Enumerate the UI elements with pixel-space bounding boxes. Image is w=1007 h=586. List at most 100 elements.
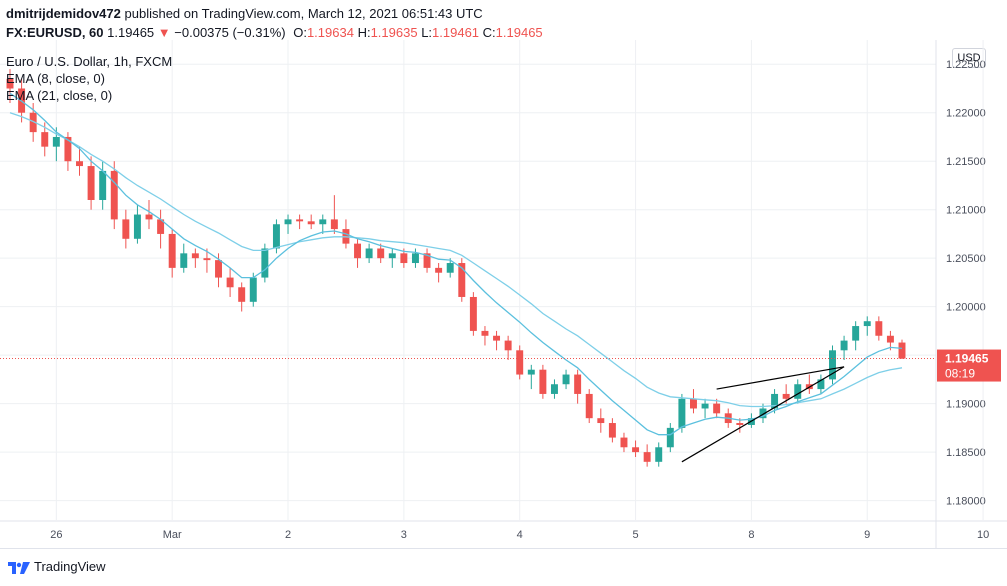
candle-body (272, 224, 280, 249)
y-tick-label: 1.20000 (946, 302, 986, 314)
x-tick-label: 5 (632, 529, 638, 541)
brand-label: TradingView (34, 559, 106, 574)
last-price-tag (937, 349, 1001, 382)
candle-body (64, 136, 72, 162)
y-tick-label: 1.22000 (946, 108, 986, 120)
candle-body (284, 219, 292, 225)
candle-body (238, 287, 246, 302)
candle-body (701, 403, 709, 409)
candle-body (817, 379, 825, 390)
x-tick-label: 8 (748, 529, 754, 541)
candle-body (400, 253, 408, 264)
high-label: H: (357, 25, 371, 40)
y-tick-label: 1.18000 (946, 496, 986, 508)
candle-body (875, 321, 883, 336)
candle-body (261, 248, 269, 278)
candle-body (168, 233, 176, 268)
candle-body (249, 277, 257, 302)
candle-body (6, 78, 14, 89)
legend-ema-slow[interactable]: EMA (21, close, 0) (6, 88, 113, 103)
candle-body (840, 340, 848, 351)
candle-body (574, 374, 582, 394)
candle-body (435, 267, 443, 273)
y-tick-label: 1.22500 (946, 59, 986, 71)
candle-body (597, 418, 605, 424)
high-value: 1.19635 (370, 25, 418, 40)
candle-body (782, 393, 790, 399)
candle-body (504, 340, 512, 351)
candle-body (307, 221, 315, 225)
candle-body (678, 398, 686, 428)
tradingview-logo-icon (8, 561, 30, 574)
price-chart[interactable]: 1.22500 1.22000 1.21500 1.21000 1.20500 1.200… (0, 0, 1007, 548)
candle-body (99, 170, 107, 200)
x-tick-label: 10 (977, 529, 989, 541)
candle-body (713, 403, 721, 414)
symbol-label: FX:EURUSD, 60 (6, 25, 104, 40)
candle-body (29, 112, 37, 133)
candle-body (319, 219, 327, 225)
y-tick-label: 1.18500 (946, 447, 986, 459)
candle-body (41, 132, 49, 147)
candle-body (458, 263, 466, 297)
candle-body (759, 408, 767, 419)
currency-button[interactable]: USD (952, 48, 986, 68)
x-tick-label: 2 (285, 529, 291, 541)
quote-line: FX:EURUSD, 60 1.19465 ▼ −0.00375 (−0.31%… (6, 23, 543, 42)
candle-body (145, 214, 153, 220)
candle-body (585, 393, 593, 419)
legend-ema-fast[interactable]: EMA (8, close, 0) (6, 71, 105, 86)
candle-body (411, 253, 419, 264)
candle-body (562, 374, 570, 385)
candle-body (655, 447, 663, 462)
candle-body (632, 447, 640, 453)
candle-body (898, 342, 906, 359)
publish-line: dmitrijdemidov472 published on TradingVi… (6, 4, 543, 23)
footer: TradingView (0, 548, 1007, 586)
candle-body (87, 166, 95, 200)
candle-body (481, 330, 489, 336)
candle-body (863, 321, 871, 327)
tradingview-brand[interactable]: TradingView (8, 559, 106, 574)
published-text: published on TradingView.com, March 12, … (124, 6, 483, 21)
y-tick-label: 1.21500 (946, 156, 986, 168)
candle-body (226, 277, 234, 288)
open-label: O: (293, 25, 307, 40)
candle-body (110, 170, 118, 220)
countdown-label: 08:19 (945, 367, 975, 381)
x-tick-label: Mar (163, 529, 182, 541)
candle-body (122, 219, 130, 239)
change-value: −0.00375 (−0.31%) (174, 25, 286, 40)
x-tick-label: 9 (864, 529, 870, 541)
candle-body (829, 350, 836, 380)
low-value: 1.19461 (432, 25, 480, 40)
candle-body (794, 384, 802, 399)
candle-body (493, 335, 501, 341)
ema-21-line (9, 112, 903, 408)
legend-title: Euro / U.S. Dollar, 1h, FXCM (6, 54, 173, 69)
candle-body (296, 219, 304, 222)
candle-body (608, 423, 616, 438)
candle-body (52, 136, 60, 147)
candle-body (469, 296, 477, 331)
trend-line (681, 366, 845, 463)
candle-body (388, 253, 396, 259)
chart-header: dmitrijdemidov472 published on TradingVi… (6, 4, 543, 42)
candle-body (643, 452, 651, 462)
x-tick-label: 3 (401, 529, 407, 541)
last-price: 1.19465 (107, 25, 155, 40)
candle-body (191, 253, 199, 259)
y-tick-label: 1.20500 (946, 253, 986, 265)
candle-body (423, 253, 431, 268)
close-value: 1.19465 (495, 25, 543, 40)
candle-body (133, 214, 141, 239)
author-name[interactable]: dmitrijdemidov472 (6, 6, 121, 21)
candle-body (539, 369, 547, 394)
change-arrow-icon: ▼ (157, 25, 171, 40)
close-label: C: (482, 25, 496, 40)
candle-body (852, 326, 860, 341)
candle-body (620, 437, 628, 448)
candle-body (76, 161, 83, 167)
x-tick-label: 4 (517, 529, 523, 541)
candle-body (690, 398, 697, 409)
